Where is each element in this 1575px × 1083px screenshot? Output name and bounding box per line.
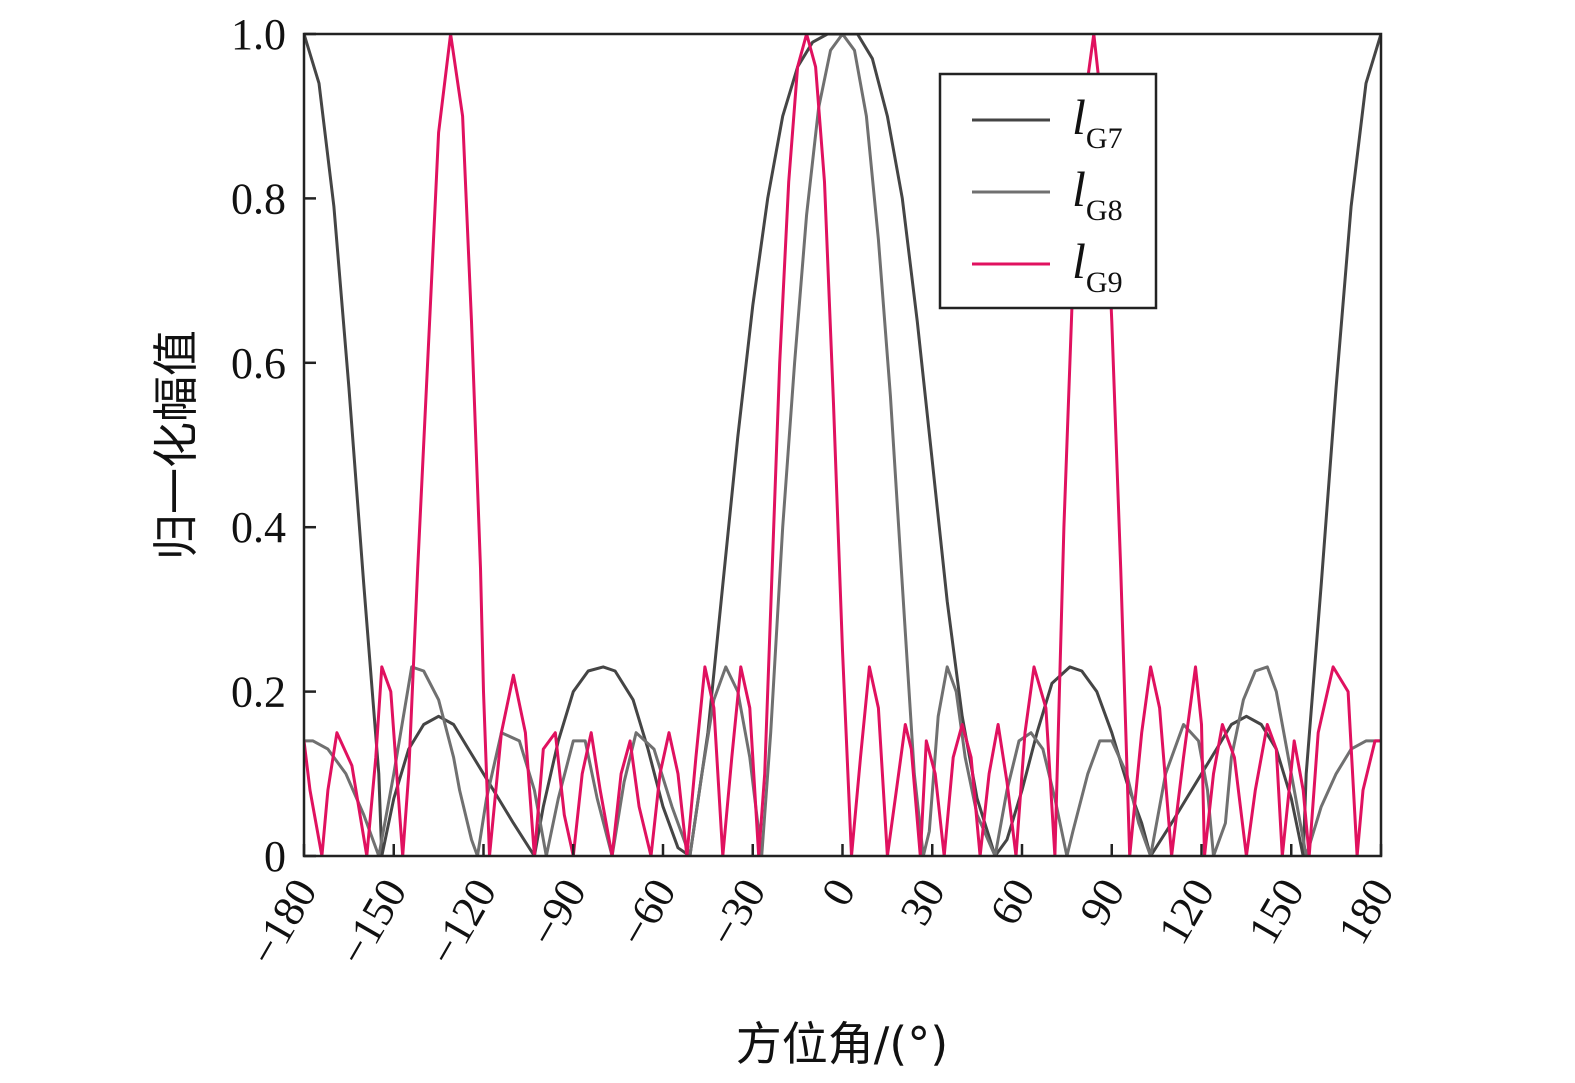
x-tick-label: −60	[609, 871, 686, 955]
x-tick-label: −180	[239, 871, 327, 974]
y-axis-title: 归一化幅值	[149, 330, 203, 560]
y-tick-label: 0.8	[231, 174, 286, 223]
y-tick-label: 1.0	[231, 10, 286, 59]
legend: lG7 lG8 lG9	[938, 72, 1158, 310]
y-axis-ticks: 0 0.2 0.4 0.6 0.8 1.0	[231, 10, 316, 881]
x-tick-label: −120	[418, 871, 506, 974]
y-tick-label: 0.2	[231, 668, 286, 717]
x-tick-label: 120	[1149, 871, 1224, 953]
legend-label-lg9: lG9	[1072, 233, 1123, 299]
y-tick-label: 0	[264, 832, 286, 881]
y-tick-label: 0.4	[231, 503, 286, 552]
x-tick-label: 60	[980, 871, 1044, 934]
y-tick-label: 0.6	[231, 339, 286, 388]
legend-label-lg7: lG7	[1072, 89, 1123, 155]
x-tick-label: 30	[890, 871, 954, 934]
legend-label-lg8: lG8	[1072, 161, 1123, 227]
x-tick-label: 90	[1070, 871, 1134, 934]
x-axis-title: 方位角/(°)	[736, 1017, 948, 1071]
x-axis-ticks: −180 −150 −120 −90 −60 −30 0 30 60 90 120 150 180	[239, 844, 1404, 974]
legend-items: lG7 lG8 lG9	[972, 89, 1123, 299]
x-tick-label: 180	[1328, 871, 1403, 953]
series-layer	[304, 34, 1381, 856]
x-tick-label: −90	[519, 871, 596, 955]
series-line-lg8	[304, 34, 1381, 856]
series-line-lg9	[304, 34, 1381, 856]
x-tick-label: −30	[699, 871, 776, 955]
x-tick-label: 0	[812, 871, 865, 915]
series-line-lg7	[304, 34, 1381, 856]
x-tick-label: 150	[1238, 871, 1313, 953]
x-tick-label: −150	[329, 871, 417, 974]
